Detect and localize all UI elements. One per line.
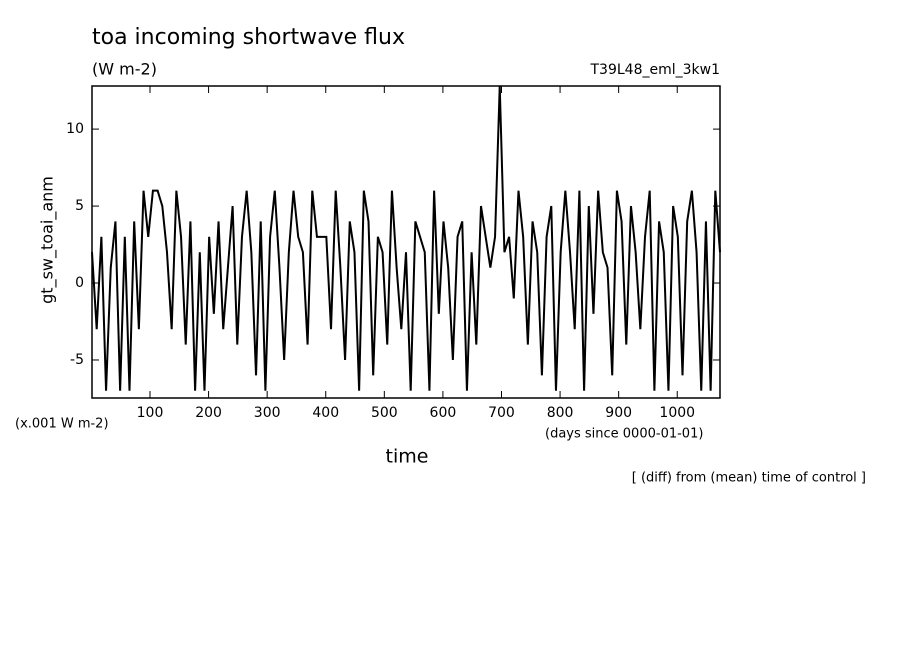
x-tick-label: 900: [605, 405, 632, 421]
y-tick-label: -5: [70, 352, 84, 368]
x-tick-label: 200: [195, 405, 222, 421]
x-unit: (days since 0000-01-01): [545, 427, 703, 442]
x-tick-label: 400: [312, 405, 339, 421]
chart-title: toa incoming shortwave flux: [92, 25, 405, 50]
x-tick-label: 100: [137, 405, 164, 421]
y-axis-label: gt_sw_toai_anm: [38, 176, 58, 304]
y-tick-label: 10: [66, 121, 84, 137]
x-tick-label: 500: [371, 405, 398, 421]
x-tick-label: 800: [547, 405, 574, 421]
y-tick-label: 5: [75, 198, 84, 214]
data-line: [91, 85, 721, 391]
y-unit: (x.001 W m-2): [15, 417, 109, 432]
chart-subtitle: (W m-2): [92, 60, 157, 79]
x-tick-label: 700: [488, 405, 515, 421]
x-tick-label: 600: [430, 405, 457, 421]
x-axis-label: time: [386, 446, 429, 468]
plot-frame: [91, 85, 721, 399]
note: [ (diff) from (mean) time of control ]: [632, 471, 866, 486]
x-tick-label: 300: [254, 405, 281, 421]
run-label: T39L48_eml_3kw1: [590, 62, 721, 78]
y-tick-label: 0: [75, 275, 84, 291]
x-tick-label: 1000: [659, 405, 695, 421]
